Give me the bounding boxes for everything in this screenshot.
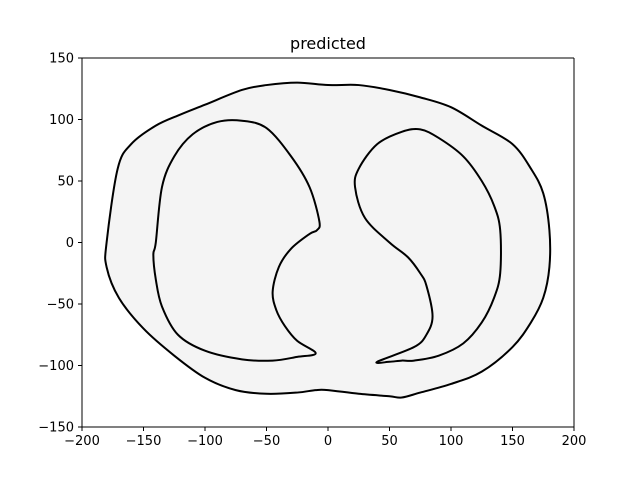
x-tick-label: 50 [381, 434, 398, 449]
contour-outer [104, 81, 552, 399]
contour-right-lung [353, 127, 502, 364]
chart-title: predicted [290, 34, 366, 53]
y-tick-label: 0 [66, 236, 74, 251]
x-tick-label: −100 [187, 434, 223, 449]
x-tick-label: 150 [500, 434, 525, 449]
y-tick-label: 150 [49, 52, 74, 67]
x-tick-label: 0 [324, 434, 332, 449]
y-axis: −150 −100 −50 0 50 100 150 [38, 52, 82, 436]
x-tick-label: 100 [439, 434, 464, 449]
x-axis: −200 −150 −100 −50 0 50 100 150 200 [64, 427, 586, 449]
x-tick-label: −150 [126, 434, 162, 449]
x-tick-label: −50 [253, 434, 280, 449]
y-tick-label: 100 [49, 113, 74, 128]
x-tick-label: −200 [64, 434, 100, 449]
y-tick-label: −150 [38, 421, 74, 436]
y-tick-label: −50 [47, 298, 74, 313]
x-tick-label: 200 [562, 434, 587, 449]
y-tick-label: 50 [57, 175, 74, 190]
y-tick-label: −100 [38, 359, 74, 374]
contour-left-lung [152, 119, 321, 362]
